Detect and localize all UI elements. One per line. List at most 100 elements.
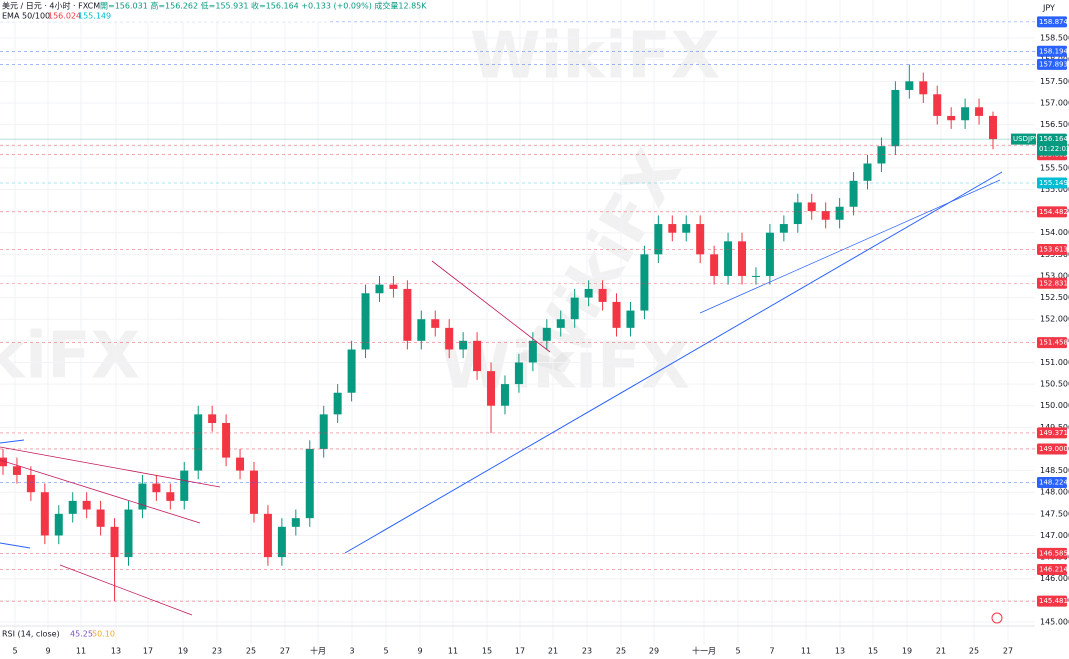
x-tick-label: 23 xyxy=(582,647,592,656)
candle-body xyxy=(947,115,956,121)
y-tick-label: 152.500 xyxy=(1040,293,1069,302)
candle-body xyxy=(738,241,747,276)
level-tag xyxy=(1037,563,1067,575)
candle-body xyxy=(975,107,984,116)
y-tick-label: 154.000 xyxy=(1040,228,1069,237)
trendline xyxy=(699,179,1001,314)
y-tick-label: 150.000 xyxy=(1040,401,1069,410)
watermark: WikiFX xyxy=(470,20,720,94)
ema100: 155.149 xyxy=(78,12,111,21)
candle-body xyxy=(961,107,970,121)
level-label: 155.149 xyxy=(1039,179,1068,187)
y-tick-label: 158.500 xyxy=(1040,34,1069,43)
candle-body xyxy=(0,457,7,467)
candle-body xyxy=(696,224,705,255)
candle-body xyxy=(403,288,412,341)
candle-body xyxy=(222,423,231,458)
candle-body xyxy=(291,518,300,527)
candle-body xyxy=(487,371,496,406)
symbol-tag xyxy=(1011,133,1036,145)
currency: JPY xyxy=(1042,4,1055,13)
level-tag xyxy=(1037,547,1067,559)
level-label: 149.000 xyxy=(1039,445,1068,453)
symbol-title: 美元 / 日元 · 4小时 · FXCM xyxy=(2,1,100,11)
rsi-label: RSI (14, close) xyxy=(2,630,60,639)
x-tick-label: 3 xyxy=(349,647,354,656)
price-tag xyxy=(1037,133,1067,156)
x-tick-label: 11 xyxy=(76,647,86,656)
level-label: 157.893 xyxy=(1039,60,1068,68)
y-tick-label: 155.000 xyxy=(1040,185,1069,194)
candle-body xyxy=(556,319,565,328)
candle-body xyxy=(361,293,370,350)
watermark: WikiFX xyxy=(0,320,140,394)
flag-icon xyxy=(991,612,1003,624)
y-tick-label: 145.000 xyxy=(1040,617,1069,626)
y-tick-label: 153.000 xyxy=(1040,271,1069,280)
rsi-ma: 50.10 xyxy=(92,630,115,639)
level-tag xyxy=(1037,243,1067,255)
watermark: WikiFX xyxy=(440,330,690,404)
header-bg xyxy=(0,0,330,22)
price-label: 156.164 xyxy=(1039,135,1068,143)
level-tag xyxy=(1037,443,1067,455)
candle-body xyxy=(891,89,900,147)
level-label: 158.874 xyxy=(1039,18,1068,26)
x-tick-label: 21 xyxy=(548,647,558,656)
candle-body xyxy=(166,492,175,501)
x-tick-label: 5 xyxy=(12,647,17,656)
candle-body xyxy=(319,414,328,449)
level-label: 151.458 xyxy=(1039,339,1068,347)
x-tick-label: 17 xyxy=(515,647,525,656)
x-tick-label: 19 xyxy=(178,647,188,656)
candle-body xyxy=(96,509,105,527)
x-tick-label: 十一月 xyxy=(692,646,716,656)
candle-body xyxy=(138,483,147,510)
level-tag xyxy=(1037,16,1067,28)
level-tag xyxy=(1037,595,1067,607)
candle-body xyxy=(793,202,802,225)
x-tick-label: 11 xyxy=(801,647,811,656)
candle-body xyxy=(654,224,663,255)
y-tick-label: 151.000 xyxy=(1040,358,1069,367)
level-tag xyxy=(1037,206,1067,218)
candle-body xyxy=(180,470,189,501)
candle-body xyxy=(933,94,942,116)
level-tag xyxy=(1037,45,1067,57)
level-label: 154.482 xyxy=(1039,208,1068,216)
candle-body xyxy=(68,500,77,514)
candle-body xyxy=(570,297,579,320)
level-label: 145.481 xyxy=(1039,597,1068,605)
candle-body xyxy=(347,349,356,393)
candle-body xyxy=(208,414,217,424)
x-tick-label: 25 xyxy=(246,647,256,656)
x-tick-label: 13 xyxy=(835,647,845,656)
x-tick-label: 25 xyxy=(969,647,979,656)
candle-body xyxy=(236,457,245,471)
candle-body xyxy=(612,301,621,328)
candle-body xyxy=(682,224,691,233)
candle-body xyxy=(82,500,91,510)
candle-body xyxy=(12,466,21,475)
x-tick-label: 29 xyxy=(649,647,659,656)
x-tick-label: 5 xyxy=(735,647,740,656)
candle-body xyxy=(542,327,551,341)
trendline xyxy=(0,459,201,524)
candle-body xyxy=(863,163,872,181)
level-tag xyxy=(1037,427,1067,439)
candle-body xyxy=(807,202,816,212)
y-tick-label: 149.500 xyxy=(1040,423,1069,432)
countdown: 01:22:02 xyxy=(1039,145,1069,153)
y-tick-label: 147.500 xyxy=(1040,509,1069,518)
candle-body xyxy=(473,340,482,372)
trendline xyxy=(431,260,551,353)
candle-body xyxy=(54,513,63,536)
x-tick-label: 17 xyxy=(143,647,153,656)
y-tick-label: 152.000 xyxy=(1040,315,1069,324)
candle-body xyxy=(905,81,914,90)
level-label: 146.585 xyxy=(1039,549,1068,557)
candle-body xyxy=(751,275,760,277)
candle-body xyxy=(333,392,342,415)
ema-label: EMA 50/100 xyxy=(2,12,50,21)
candle-body xyxy=(389,284,398,289)
